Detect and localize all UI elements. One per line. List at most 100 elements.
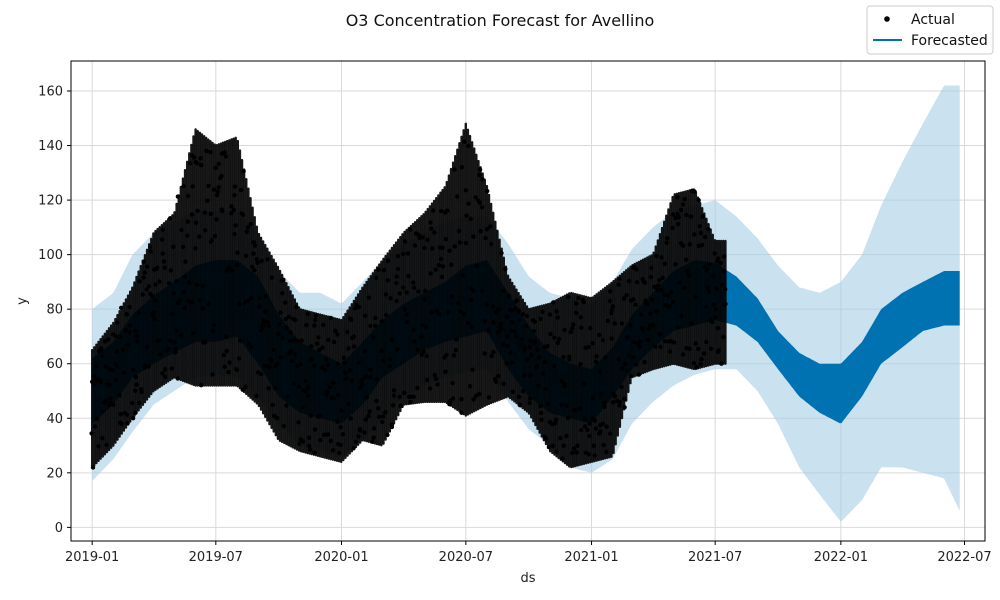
actual-point <box>610 400 616 405</box>
actual-point <box>234 262 240 268</box>
actual-point <box>598 429 603 434</box>
legend: Actual Forecasted <box>866 5 994 55</box>
actual-point <box>423 288 428 294</box>
actual-point <box>622 405 627 410</box>
actual-point <box>471 234 476 239</box>
actual-point <box>397 394 402 399</box>
actual-point <box>558 435 563 441</box>
actual-point <box>446 310 451 315</box>
actual-point <box>175 376 180 381</box>
actual-point <box>224 348 230 354</box>
actual-point <box>100 436 105 441</box>
actual-point <box>312 317 318 323</box>
actual-point <box>352 306 358 311</box>
actual-point <box>296 420 301 425</box>
actual-point <box>477 200 483 205</box>
actual-point <box>195 161 200 166</box>
actual-point <box>424 377 430 383</box>
actual-point <box>319 365 324 370</box>
actual-point <box>199 383 204 388</box>
actual-point <box>395 254 401 259</box>
actual-point <box>177 298 183 303</box>
actual-point <box>203 340 208 345</box>
actual-point <box>397 291 402 296</box>
actual-point <box>199 163 204 168</box>
actual-point <box>473 195 478 200</box>
actual-point <box>574 450 579 455</box>
actual-point <box>385 432 390 438</box>
actual-point <box>699 357 704 362</box>
actual-point <box>108 382 113 388</box>
actual-point <box>266 323 271 329</box>
actual-point <box>552 364 557 369</box>
actual-point <box>226 369 231 375</box>
actual-point <box>593 359 599 364</box>
actual-point <box>241 212 246 217</box>
actual-point <box>317 347 322 353</box>
actual-point <box>389 424 395 430</box>
actual-point <box>127 304 132 310</box>
actual-point <box>433 267 438 272</box>
actual-point <box>686 273 692 278</box>
actual-point <box>723 286 728 292</box>
actual-point <box>619 384 624 390</box>
actual-point <box>648 274 654 280</box>
actual-point <box>637 339 643 344</box>
actual-point <box>539 417 544 422</box>
actual-point <box>312 427 318 432</box>
actual-point <box>542 359 548 364</box>
actual-point <box>422 297 428 302</box>
actual-point <box>513 299 519 304</box>
actual-point <box>173 346 178 351</box>
actual-point <box>374 275 379 281</box>
actual-point <box>314 341 320 346</box>
actual-point <box>162 366 168 372</box>
actual-point <box>688 214 694 219</box>
actual-point <box>443 237 449 242</box>
actual-point <box>395 266 401 272</box>
x-tick-label: 2019-01 <box>65 550 119 565</box>
actual-point <box>270 402 275 408</box>
actual-point <box>275 415 280 421</box>
actual-point <box>380 359 386 364</box>
legend-forecast-label: Forecasted <box>911 33 988 49</box>
actual-point <box>532 319 537 324</box>
x-tick-label: 2019-07 <box>189 550 243 565</box>
actual-point <box>374 377 379 382</box>
actual-point <box>120 347 126 353</box>
actual-point <box>701 351 707 356</box>
actual-point <box>395 347 400 352</box>
actual-point <box>532 339 538 344</box>
actual-point <box>254 393 259 399</box>
actual-point <box>154 266 159 271</box>
y-tick-label: 40 <box>46 412 63 427</box>
actual-point <box>420 235 425 240</box>
actual-point <box>454 337 459 342</box>
actual-point <box>499 250 504 256</box>
actual-point <box>604 424 609 429</box>
actual-point <box>374 398 379 404</box>
actual-point <box>676 215 681 220</box>
actual-point <box>519 337 524 342</box>
actual-point <box>676 221 681 227</box>
actual-point <box>281 277 286 283</box>
actual-point <box>119 421 124 426</box>
actual-point <box>640 277 645 282</box>
actual-point <box>716 256 721 261</box>
actual-point <box>325 362 330 368</box>
actual-point <box>604 449 609 455</box>
actual-point <box>715 325 721 331</box>
actual-point <box>338 442 343 448</box>
actual-point <box>617 276 622 281</box>
actual-point <box>351 446 356 451</box>
actual-point <box>452 167 457 172</box>
actual-point <box>406 274 411 279</box>
actual-point <box>214 217 219 222</box>
actual-point <box>220 208 225 213</box>
actual-point <box>349 317 354 322</box>
actual-point <box>308 357 314 362</box>
actual-point <box>566 294 571 300</box>
actual-point <box>144 287 149 292</box>
y-tick-label: 100 <box>38 248 63 263</box>
actual-point <box>667 349 673 354</box>
